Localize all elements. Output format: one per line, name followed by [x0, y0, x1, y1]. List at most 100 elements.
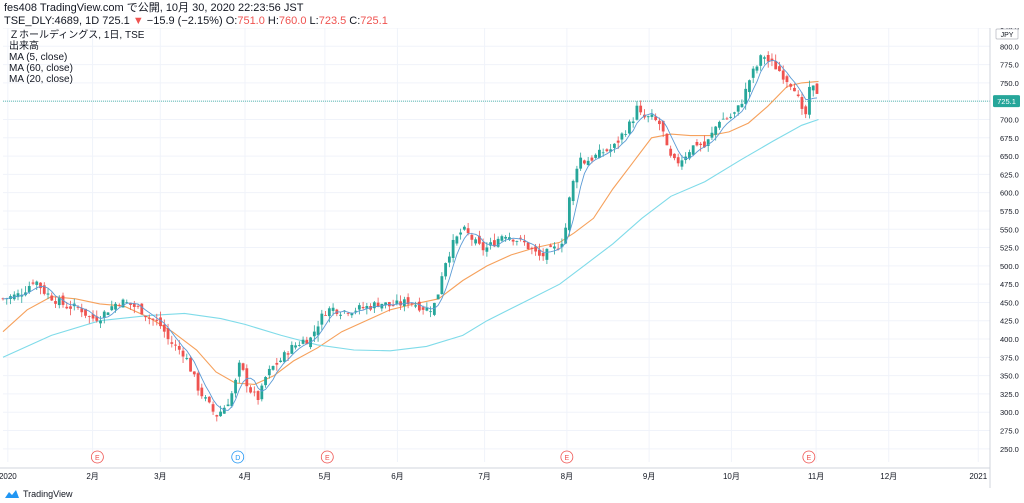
candle-body [87, 316, 91, 317]
candle-body [185, 358, 189, 360]
x-tick-label: 2021 [969, 472, 987, 481]
candle-body [774, 60, 778, 70]
candle-body [519, 237, 523, 239]
candle-body [140, 303, 144, 315]
candle-body [665, 133, 669, 146]
candle-body [230, 393, 234, 407]
candle-body [324, 315, 327, 316]
candle-body [162, 324, 166, 332]
candle-body [170, 342, 174, 344]
candle-body [57, 298, 61, 306]
publish-line: fes408 TradingView.com で公開, 10月 30, 2020… [4, 2, 304, 14]
candle-body [718, 121, 721, 128]
last-price-tag [993, 95, 1020, 108]
legend-symbol: Ｚホールディングス, 1日, TSE [9, 30, 145, 41]
candle-body [117, 304, 121, 306]
candle-body [95, 316, 99, 321]
candle-body [515, 241, 519, 242]
candle-body [571, 180, 575, 202]
candle-body [609, 149, 613, 152]
footer-brand[interactable]: TradingView [4, 489, 73, 499]
candle-body [440, 276, 444, 295]
candle-body [646, 116, 650, 118]
candle-body [147, 318, 151, 319]
candle-body [316, 326, 320, 336]
candle-body [676, 157, 680, 164]
candle-body [271, 366, 275, 370]
candle-body [91, 314, 95, 319]
candle-body [733, 112, 736, 114]
candle-body [425, 307, 429, 311]
candle-body [811, 85, 815, 91]
candle-body [507, 237, 511, 240]
candle-body [181, 350, 185, 357]
candle-body [215, 415, 219, 417]
candle-body [669, 148, 673, 156]
close-label: C: [349, 15, 361, 27]
candle-body [132, 303, 136, 307]
last-price-label: 725.1 [997, 97, 1016, 106]
candle-body [327, 308, 331, 317]
candle-body [725, 118, 729, 120]
candle-body [778, 66, 781, 72]
candle-body [808, 86, 811, 115]
candle-body [534, 246, 538, 252]
candle-body [616, 140, 620, 143]
candle-body [586, 160, 590, 166]
candle-body [545, 248, 549, 260]
candle-body [436, 294, 440, 300]
candle-body [444, 263, 448, 277]
y-tick-label: 775.0 [1000, 61, 1019, 70]
y-tick-label: 300.0 [1000, 408, 1019, 417]
x-tick-label: 2月 [86, 472, 98, 481]
x-tick-label: 11月 [808, 472, 824, 481]
legend-ma20: MA (20, close) [9, 74, 73, 85]
grid-lines [3, 28, 990, 462]
candle-body [631, 121, 635, 124]
y-tick-label: 425.0 [1000, 317, 1019, 326]
candle-body [429, 311, 433, 313]
candle-body [99, 320, 102, 324]
candle-body [537, 249, 541, 256]
candle-body [406, 297, 410, 305]
legend-ma60: MA (60, close) [9, 63, 73, 74]
candle-body [613, 143, 616, 148]
candle-body [159, 317, 162, 327]
candle-body [65, 306, 69, 309]
candle-body [144, 315, 147, 318]
candle-body [31, 282, 35, 284]
candle-body [583, 160, 586, 164]
candle-body [755, 66, 759, 71]
symbol-line: TSE_DLY:4689, 1D 725.1 ▼ −15.9 (−2.15%) … [4, 15, 388, 28]
symbol-info: TSE_DLY:4689, 1D 725.1 [4, 15, 130, 27]
ma60-line [2, 118, 819, 358]
candle-body [234, 379, 237, 394]
event-label: E [807, 455, 812, 462]
candle-body [496, 238, 500, 247]
candle-body [365, 306, 369, 309]
candle-body [245, 368, 249, 387]
candle-body [226, 404, 230, 407]
candle-body [312, 331, 316, 337]
candle-body [290, 344, 294, 354]
candle-body [177, 345, 181, 350]
y-tick-label: 350.0 [1000, 372, 1019, 381]
candle-body [568, 197, 571, 231]
candle-body [526, 242, 530, 250]
footer-brand-label: TradingView [23, 489, 73, 499]
candle-body [207, 396, 211, 403]
candle-body [695, 141, 699, 146]
candle-body [50, 295, 54, 301]
candle-body [800, 97, 804, 109]
candle-body [297, 345, 301, 346]
candle-body [260, 385, 264, 400]
y-tick-label: 450.0 [1000, 298, 1019, 307]
candle-body [80, 308, 84, 313]
candle-body [474, 239, 478, 244]
candle-body [174, 344, 177, 346]
candle-body [541, 252, 545, 257]
candle-body [451, 239, 455, 258]
candle-body [357, 305, 361, 310]
candle-body [294, 345, 297, 348]
